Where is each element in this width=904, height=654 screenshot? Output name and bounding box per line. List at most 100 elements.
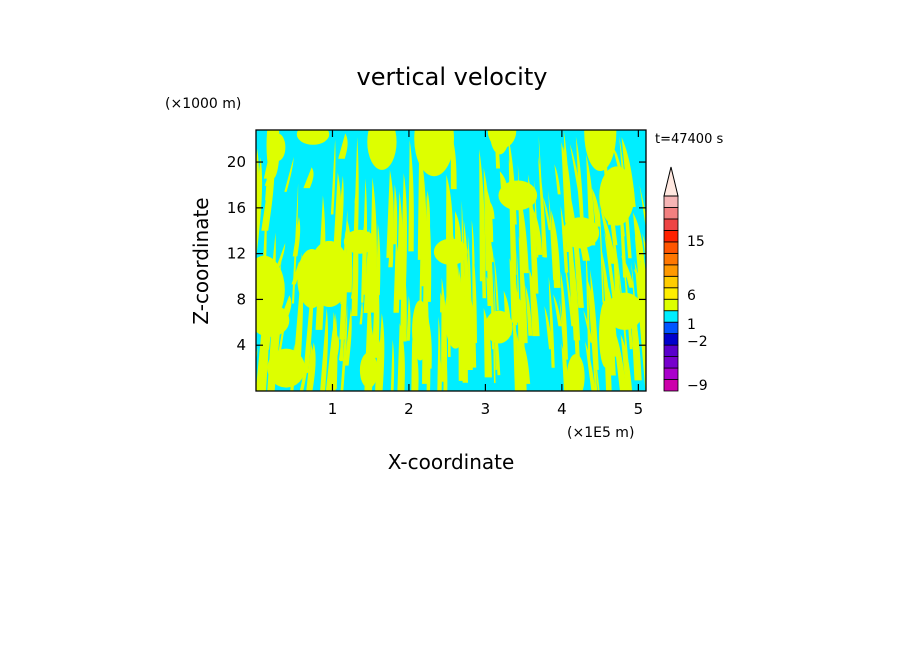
positive-region (584, 341, 596, 391)
positive-region (291, 183, 299, 304)
y-unit-label: (×1000 m) (165, 96, 241, 112)
x-unit-label: (×1E5 m) (567, 425, 634, 441)
positive-region (634, 260, 646, 390)
positive-region (437, 349, 442, 391)
colorbar-segment (663, 252, 679, 266)
positive-region (600, 208, 617, 264)
positive-region (486, 187, 494, 242)
positive-patch (498, 180, 538, 211)
time-label: t=47400 s (655, 132, 723, 147)
positive-region (518, 236, 528, 344)
y-tick-label: 16 (227, 199, 246, 217)
positive-region (548, 190, 556, 281)
positive-region (411, 343, 419, 391)
positive-patch (487, 130, 517, 149)
positive-region (408, 140, 414, 252)
positive-region (554, 164, 561, 195)
positive-region (330, 139, 336, 215)
positive-region (563, 146, 573, 224)
positive-region (591, 188, 601, 227)
positive-region (621, 255, 635, 288)
positive-region (306, 343, 314, 391)
colorbar-segment (663, 367, 679, 380)
positive-region (542, 196, 552, 231)
x-axis: 1 2 3 4 5 (328, 130, 643, 418)
positive-region (420, 155, 427, 287)
positive-patch (599, 166, 635, 226)
positive-patch (414, 130, 454, 177)
positive-region (325, 328, 334, 391)
positive-region (516, 250, 521, 374)
colorbar-extend-arrow (663, 166, 679, 197)
chart-title: vertical velocity (357, 63, 548, 91)
positive-region (359, 300, 363, 325)
colorbar-segment (663, 230, 679, 243)
positive-region (525, 285, 533, 336)
positive-patch (343, 229, 376, 254)
colorbar-segment (663, 287, 679, 300)
x-tick-label: 3 (481, 400, 491, 418)
positive-region (440, 292, 443, 313)
positive-region (518, 295, 527, 391)
positive-region (598, 201, 605, 303)
positive-region (398, 242, 406, 290)
positive-region (320, 308, 329, 391)
positive-region (544, 306, 553, 350)
positive-patch (266, 130, 280, 179)
positive-region (393, 184, 398, 245)
positive-region (386, 169, 394, 258)
y-axis: 4 8 12 16 20 (227, 153, 646, 354)
colorbar-segment (663, 379, 679, 392)
positive-region (425, 228, 429, 268)
positive-region (604, 232, 616, 298)
positive-patch (367, 130, 397, 170)
colorbar-segment (663, 356, 679, 369)
positive-region (567, 231, 581, 341)
positive-patch (444, 282, 467, 349)
positive-region (338, 133, 348, 159)
positive-region (481, 226, 487, 299)
colorbar-segment (663, 344, 679, 357)
positive-region (509, 258, 519, 323)
colorbar-tick-label: 15 (687, 234, 705, 250)
positive-patch (484, 310, 513, 344)
positive-region (559, 298, 569, 391)
positive-region (633, 269, 646, 298)
y-tick-label: 20 (227, 153, 246, 171)
x-tick-label: 5 (634, 400, 644, 418)
y-tick-label: 8 (236, 290, 246, 308)
positive-region (642, 233, 646, 262)
positive-region (340, 304, 348, 391)
colorbar-tick-label: 1 (687, 317, 696, 333)
positive-region (256, 148, 259, 214)
x-tick-label: 2 (404, 400, 414, 418)
positive-patch (308, 240, 350, 308)
positive-region (645, 195, 646, 202)
colorbar-segment (663, 218, 679, 231)
positive-region (463, 219, 470, 318)
field-contours (256, 130, 646, 391)
positive-patch (359, 352, 378, 389)
positive-patch (296, 130, 330, 145)
positive-patch (606, 292, 643, 331)
positive-patch (307, 261, 326, 284)
positive-region (493, 256, 499, 311)
positive-region (284, 157, 294, 192)
positive-region (560, 271, 569, 360)
colorbar-segment (663, 264, 679, 277)
positive-patch (584, 130, 617, 172)
colorbar-segment (663, 195, 679, 208)
positive-region (425, 195, 432, 302)
positive-region (443, 342, 448, 391)
positive-region (256, 157, 263, 257)
plot-frame (255, 129, 647, 392)
colorbar-tick-label: 6 (687, 288, 696, 304)
positive-region (303, 167, 314, 189)
colorbar-segment (663, 310, 679, 323)
positive-patch (562, 217, 600, 249)
colorbar-tick-label: −9 (687, 378, 708, 394)
positive-region (467, 234, 473, 352)
positive-region (548, 276, 555, 368)
positive-patch (256, 303, 290, 337)
positive-patch (267, 348, 306, 388)
